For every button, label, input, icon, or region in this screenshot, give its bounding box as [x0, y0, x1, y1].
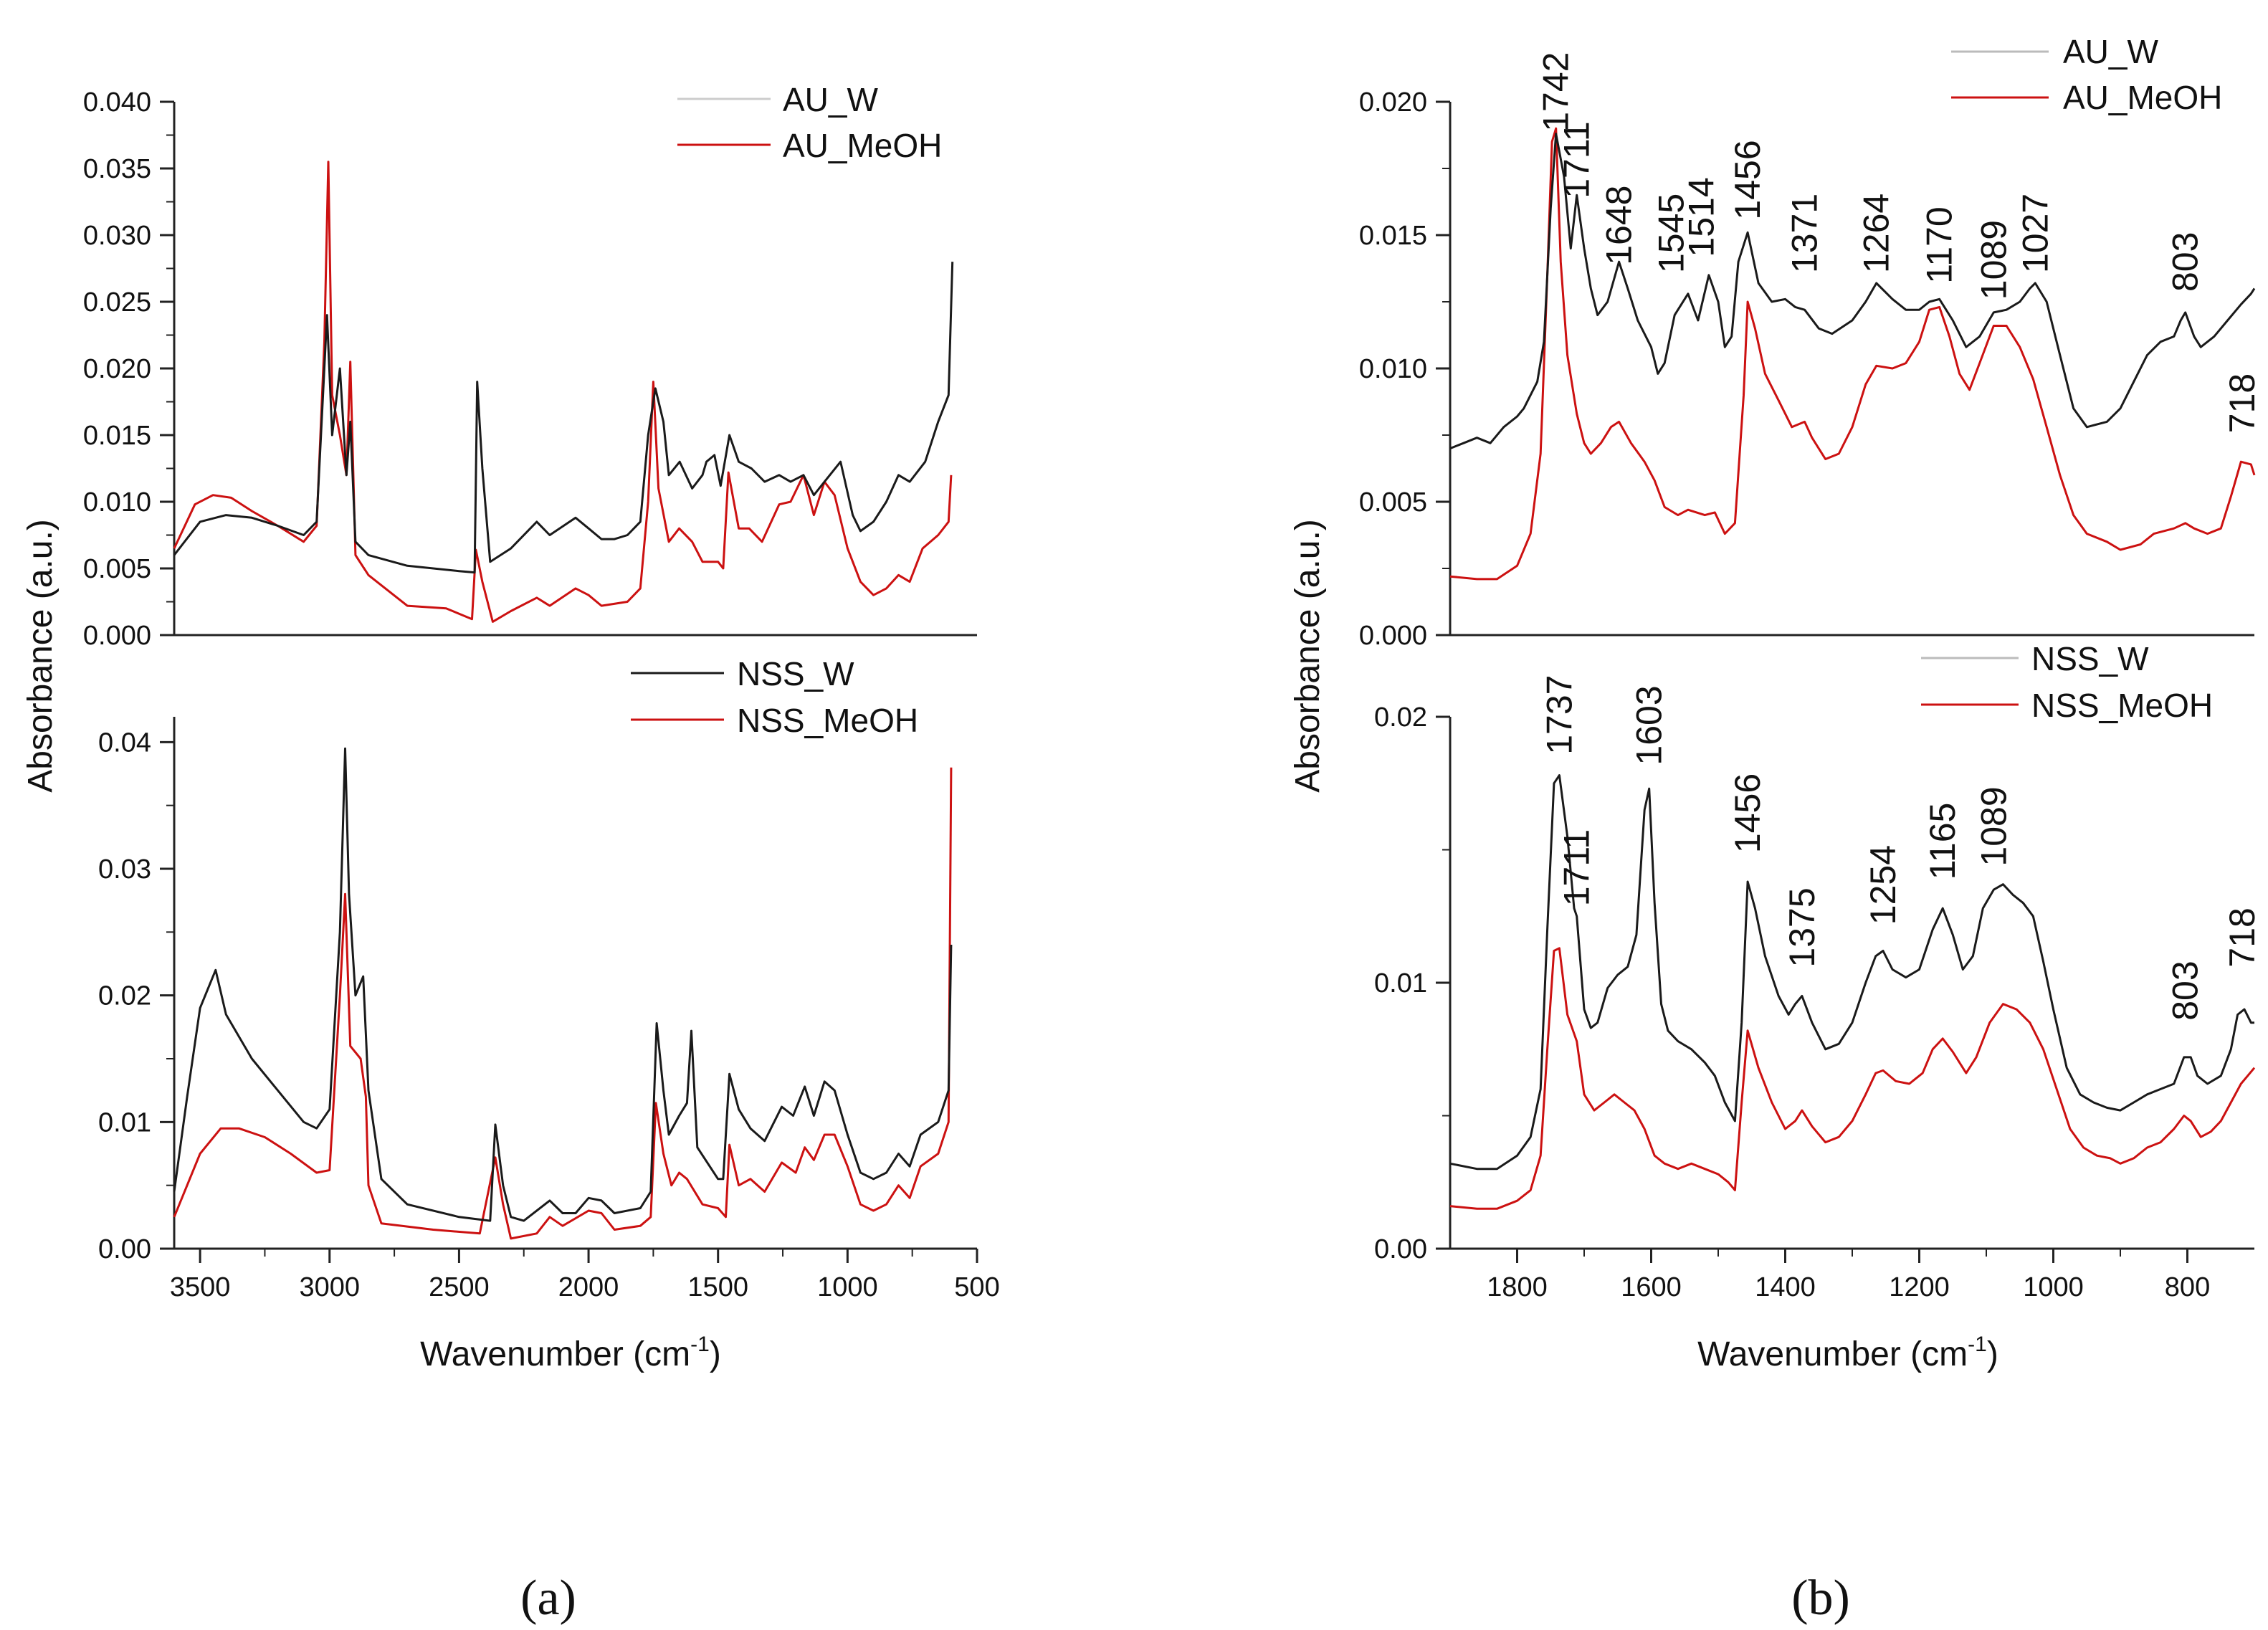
panel-b-y-axis-title: Absorbance (a.u.) [1289, 519, 1327, 793]
y-tick-label: 0.020 [1359, 87, 1427, 118]
y-tick-label: 0.010 [83, 487, 151, 518]
y-tick-label: 0.005 [1359, 487, 1427, 518]
peak-label: 1742 [1536, 52, 1576, 132]
x-tick-label: 3500 [170, 1272, 231, 1302]
peak-label: 1027 [2015, 194, 2055, 273]
peak-label: 1375 [1782, 887, 1822, 967]
series-line-nss-meoh [1449, 947, 2256, 1210]
y-tick-label: 0.015 [1359, 221, 1427, 251]
y-tick-label: 0.02 [1374, 702, 1427, 733]
peak-label: 718 [2222, 373, 2262, 433]
series-line-nss-w [173, 747, 953, 1222]
peak-label: 1456 [1728, 773, 1768, 853]
panel-a-x-axis-title: Wavenumber (cm-1) [420, 1333, 721, 1373]
y-tick-label: 0.010 [1359, 354, 1427, 384]
peak-label: 1170 [1920, 206, 1960, 284]
y-tick-label: 0.020 [83, 354, 151, 384]
y-tick-label: 0.030 [83, 221, 151, 251]
y-tick-label: 0.01 [1374, 968, 1427, 999]
peak-label: 1371 [1785, 194, 1825, 273]
panel-a-top-plot: 0.000 0.005 0.010 0.015 0.020 0.025 0.030 0.035… [83, 87, 977, 651]
y-tick-label: 0.035 [83, 154, 151, 184]
y-tick-label: 0.015 [83, 421, 151, 451]
y-tick-label: 0.025 [83, 287, 151, 318]
peak-label: 1165 [1922, 803, 1963, 880]
y-tick-label: 0.01 [98, 1107, 151, 1138]
peak-label: 1711 [1557, 121, 1597, 199]
y-tick-label: 0.03 [98, 854, 151, 885]
peak-label: 1603 [1629, 685, 1669, 765]
peak-label: 1737 [1539, 675, 1579, 755]
peak-label: 803 [2165, 232, 2206, 292]
x-tick-label: 1200 [1889, 1272, 1950, 1302]
x-tick-label: 500 [954, 1272, 999, 1302]
y-tick-label: 0.000 [1359, 621, 1427, 651]
x-tick-label: 1500 [687, 1272, 748, 1302]
panel-b-x-axis-title: Wavenumber (cm-1) [1697, 1333, 1998, 1373]
series-line-au-meoh [173, 161, 953, 623]
x-tick-label: 1600 [1621, 1272, 1682, 1302]
x-tick-label: 1000 [2023, 1272, 2084, 1302]
peak-label: 718 [2222, 907, 2262, 967]
panel-b-bottom-plot: 0.00 0.01 0.02 1800 1600 1400 1200 1000 800 1737 1… [1374, 675, 2262, 1302]
y-tick-label: 0.000 [83, 621, 151, 651]
peak-label: 1648 [1599, 186, 1639, 265]
y-tick-label: 0.04 [98, 728, 151, 758]
legend-a-top: AU_W AU_MeOH [677, 81, 942, 164]
peak-label: 1456 [1728, 140, 1768, 219]
series-line-au-meoh [1449, 127, 2256, 581]
panel-a-bottom-plot: 0.00 0.01 0.02 0.03 0.04 3500 3000 2500 2000 1500… [98, 717, 1000, 1302]
legend-label-au-w: AU_W [783, 81, 878, 118]
y-tick-label: 0.005 [83, 554, 151, 584]
peak-label: 1545 [1652, 194, 1692, 273]
y-tick-label: 0.00 [98, 1234, 151, 1264]
legend-label-au-meoh: AU_MeOH [2063, 79, 2222, 116]
x-tick-label: 3000 [300, 1272, 361, 1302]
legend-label-au-meoh: AU_MeOH [783, 127, 942, 164]
legend-b-bottom: NSS_W NSS_MeOH [1921, 640, 2213, 724]
peak-label: 1264 [1857, 194, 1897, 273]
x-tick-label: 800 [2165, 1272, 2210, 1302]
x-tick-label: 1400 [1755, 1272, 1816, 1302]
peak-label: 1254 [1863, 845, 1903, 925]
legend-a-bottom: NSS_W NSS_MeOH [631, 655, 918, 739]
peak-label: 1089 [1973, 786, 2014, 866]
series-line-au-w [1449, 133, 2256, 449]
legend-b-top: AU_W AU_MeOH [1951, 33, 2222, 116]
panel-a-label: (a) [520, 1571, 576, 1626]
peak-label: 803 [2165, 961, 2206, 1020]
x-tick-label: 2000 [558, 1272, 619, 1302]
legend-label-nss-meoh: NSS_MeOH [737, 702, 918, 739]
legend-label-au-w: AU_W [2063, 33, 2158, 70]
x-tick-label: 1800 [1487, 1272, 1548, 1302]
peak-label: 1514 [1682, 177, 1722, 257]
x-tick-label: 1000 [817, 1272, 878, 1302]
series-line-nss-w [1449, 774, 2254, 1171]
panel-b-label: (b) [1791, 1571, 1850, 1626]
y-tick-label: 0.02 [98, 981, 151, 1011]
peak-label: 1089 [1973, 220, 2014, 300]
legend-label-nss-w: NSS_W [737, 655, 854, 692]
y-tick-label: 0.00 [1374, 1234, 1427, 1264]
legend-label-nss-meoh: NSS_MeOH [2031, 687, 2213, 724]
x-tick-label: 2500 [429, 1272, 490, 1302]
panel-a-y-axis-title: Absorbance (a.u.) [22, 519, 59, 793]
legend-label-nss-w: NSS_W [2031, 640, 2149, 677]
series-line-au-w [173, 262, 954, 574]
y-tick-label: 0.040 [83, 87, 151, 118]
series-line-nss-meoh [173, 767, 953, 1240]
peak-label: 1711 [1557, 829, 1597, 907]
